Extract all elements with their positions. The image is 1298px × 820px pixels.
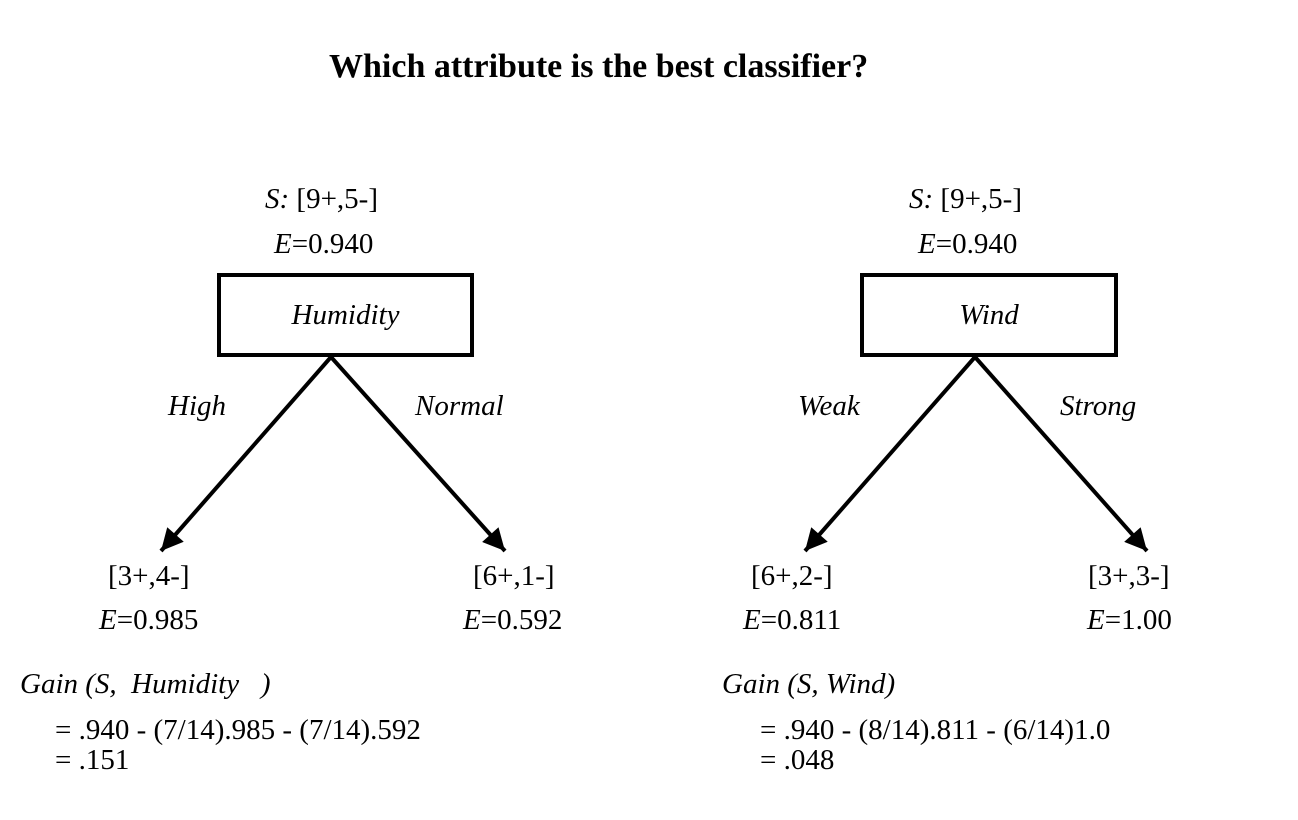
gain-label-attr: Wind [825,668,886,700]
leaf-counts-normal: [6+,1-] [473,560,555,592]
set-prefix: S: [909,183,934,215]
set-counts: [9+,5-] [296,183,378,215]
root-entropy-humidity: E=0.940 [274,228,373,261]
root-entropy-wind: E=0.940 [918,228,1017,261]
attribute-node-humidity: Humidity [217,273,474,357]
entropy-value: =0.592 [480,604,563,636]
set-prefix: S: [265,183,290,215]
leaf-entropy-weak: E=0.811 [743,604,841,637]
entropy-value: =0.940 [935,228,1018,260]
branch-label-strong: Strong [1060,390,1137,422]
leaf-counts-weak: [6+,2-] [751,560,833,592]
entropy-prefix: E [463,604,481,636]
leaf-entropy-normal: E=0.592 [463,604,562,637]
root-set-wind: S: [9+,5-] [909,183,1022,216]
edge-wind-weak [803,355,977,553]
attribute-node-wind: Wind [860,273,1118,357]
leaf-counts-high: [3+,4-] [108,560,190,592]
gain-label-attr: Humidity [131,668,240,700]
edge-humidity-normal [329,355,507,553]
entropy-value: =0.985 [116,604,199,636]
entropy-prefix: E [99,604,117,636]
gain-label-wind: Gain (S, Wind) [722,668,895,701]
leaf-entropy-strong: E=1.00 [1087,604,1172,637]
leaf-counts-strong: [3+,3-] [1088,560,1170,592]
gain-line1-wind: = .940 - (8/14).811 - (6/14)1.0 [760,714,1111,746]
edge-humidity-high [159,355,333,553]
branch-label-high: High [168,390,226,422]
gain-line2-humidity: = .151 [55,744,130,776]
gain-label-open: Gain (S, [20,668,117,700]
entropy-value: =0.811 [760,604,842,636]
edge-wind-strong [973,355,1149,553]
leaf-entropy-high: E=0.985 [99,604,198,637]
gain-label-close: ) [260,668,271,700]
entropy-prefix: E [918,228,936,260]
gain-line1-humidity: = .940 - (7/14).985 - (7/14).592 [55,714,421,746]
gain-label-humidity: Gain (S, Humidity ) [20,668,271,701]
root-set-humidity: S: [9+,5-] [265,183,378,216]
entropy-prefix: E [1087,604,1105,636]
entropy-prefix: E [274,228,292,260]
gain-label-close: ) [885,668,896,700]
gain-label-open: Gain (S, [722,668,819,700]
branch-label-normal: Normal [415,390,504,422]
gain-line2-wind: = .048 [760,744,835,776]
entropy-prefix: E [743,604,761,636]
set-counts: [9+,5-] [940,183,1022,215]
branch-label-weak: Weak [798,390,860,422]
entropy-value: =0.940 [291,228,374,260]
entropy-value: =1.00 [1104,604,1172,636]
page-title: Which attribute is the best classifier? [329,48,869,85]
